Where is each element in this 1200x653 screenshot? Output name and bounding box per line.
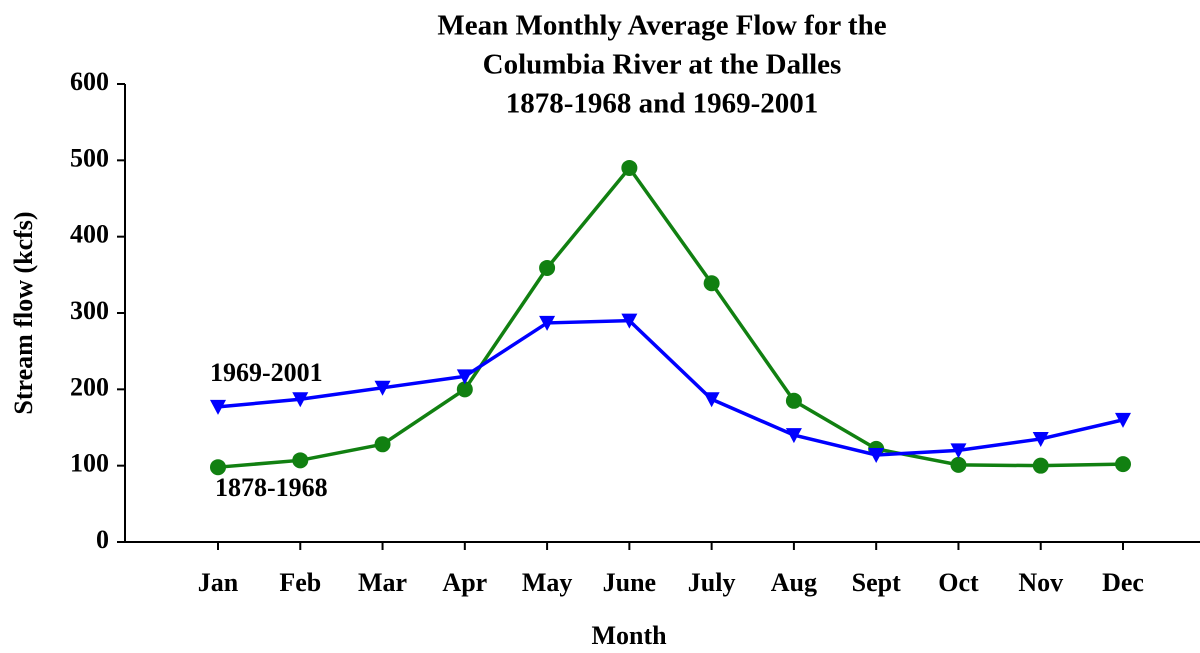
y-tick-label: 400 [70,220,109,249]
marker [210,459,226,476]
y-tick-label: 500 [70,143,109,172]
x-tick-label: July [688,568,736,597]
marker [1032,457,1049,474]
x-tick-label: Apr [442,568,487,597]
y-tick-label: 100 [70,449,109,478]
marker [785,428,802,444]
series-label: 1969-2001 [210,358,323,387]
marker [950,443,967,459]
series-label: 1878-1968 [215,473,328,502]
chart-title: 1878-1968 and 1969-2001 [506,88,819,120]
marker [374,436,391,453]
marker [539,259,556,276]
x-tick-label: Dec [1102,568,1144,597]
marker [456,369,473,385]
marker [621,313,638,329]
x-tick-label: Aug [771,568,817,597]
marker [1115,456,1131,473]
x-tick-label: Mar [358,568,407,597]
chart-title: Mean Monthly Average Flow for the [437,10,886,42]
x-tick-label: May [522,568,573,597]
marker [868,447,885,463]
marker [950,456,967,473]
x-tick-label: Oct [938,568,979,597]
x-tick-label: Jan [198,568,239,597]
x-tick-label: June [603,568,656,597]
marker [456,381,473,398]
x-tick-label: Nov [1018,568,1063,597]
x-tick-label: Sept [852,568,901,597]
y-tick-label: 0 [96,525,109,554]
y-axis-label: Stream flow (kcfs) [9,211,38,414]
marker [1032,431,1049,447]
marker [292,452,309,469]
marker [374,380,391,396]
marker [785,392,802,409]
marker [210,399,226,415]
series-line [217,165,1124,469]
x-tick-label: Feb [279,568,321,597]
series-line [217,318,1124,457]
marker [1115,412,1131,428]
marker [292,392,309,408]
marker [539,315,556,331]
y-tick-label: 300 [70,296,109,325]
marker [621,159,638,176]
y-tick-label: 200 [70,372,109,401]
marker [703,275,720,292]
marker [703,392,720,408]
x-axis-label: Month [591,621,667,650]
y-tick-label: 600 [70,67,109,96]
chart-title: Columbia River at the Dalles [483,49,842,81]
